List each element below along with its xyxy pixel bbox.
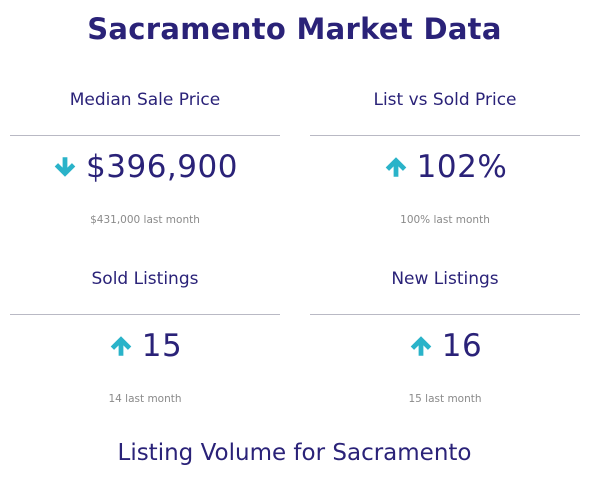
page-title: Sacramento Market Data — [87, 12, 502, 46]
divider — [10, 314, 280, 315]
metric-label: Sold Listings — [91, 269, 199, 289]
divider — [310, 135, 580, 136]
divider — [310, 314, 580, 315]
metric-label: Median Sale Price — [69, 90, 221, 110]
metric-previous: 15 last month — [408, 393, 482, 405]
arrow-down-icon — [54, 157, 76, 177]
metric-previous: 14 last month — [108, 393, 182, 405]
metric-previous: 100% last month — [400, 214, 490, 226]
arrow-up-icon — [385, 157, 406, 177]
metric-value: 102% — [416, 149, 508, 185]
metric-value: 15 — [141, 328, 183, 364]
section-title: Listing Volume for Sacramento — [117, 440, 472, 466]
metric-label: List vs Sold Price — [373, 90, 517, 110]
divider — [10, 135, 280, 136]
metric-previous: $431,000 last month — [90, 214, 200, 226]
metric-value: $396,900 — [86, 149, 238, 185]
metric-label: New Listings — [391, 269, 499, 289]
arrow-up-icon — [410, 336, 432, 356]
metric-value: 16 — [441, 328, 483, 364]
arrow-up-icon — [110, 336, 132, 356]
